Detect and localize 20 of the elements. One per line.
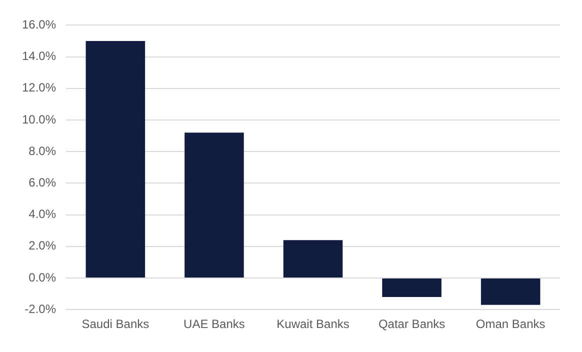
x-tick-label: UAE Banks [184, 317, 245, 332]
x-tick-label: Oman Banks [476, 317, 546, 332]
y-tick-label: 6.0% [28, 176, 56, 190]
y-tick-label: 0.0% [28, 270, 56, 284]
y-tick-label: 8.0% [28, 144, 56, 158]
bar [480, 278, 540, 305]
y-tick-label: -2.0% [24, 302, 56, 316]
y-tick-label: 10.0% [22, 112, 56, 126]
bar [382, 278, 442, 297]
x-tick-label: Kuwait Banks [276, 317, 350, 332]
y-tick-label: 12.0% [22, 80, 56, 95]
x-tick-label: Saudi Banks [82, 317, 150, 332]
y-tick-label: 2.0% [28, 238, 56, 253]
y-tick-label: 4.0% [28, 207, 56, 222]
y-tick-label: 14.0% [22, 49, 56, 64]
bar [283, 240, 343, 278]
y-tick-label: 16.0% [22, 18, 56, 32]
x-tick-label: Qatar Banks [378, 317, 446, 332]
bar [86, 41, 146, 278]
bar [184, 132, 244, 278]
